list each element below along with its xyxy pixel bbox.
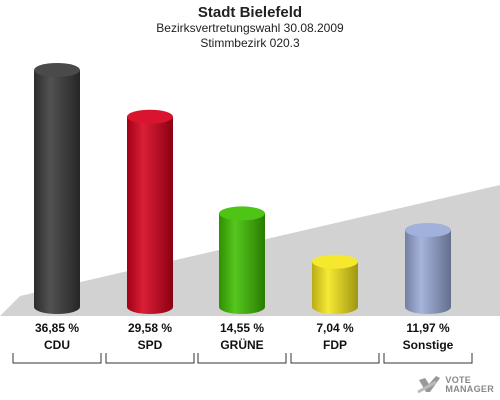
chart-titles: Stadt Bielefeld Bezirksvertretungswahl 3… xyxy=(0,0,500,51)
category-label: CDU xyxy=(44,338,70,352)
category-label: GRÜNE xyxy=(220,337,263,352)
bar-body xyxy=(219,213,265,314)
chart-subtitle-district: Stimmbezirk 020.3 xyxy=(200,36,300,50)
category-bracket xyxy=(383,353,473,364)
bar-spd xyxy=(127,109,173,314)
logo-line2: MANAGER xyxy=(445,384,494,394)
bar-gr-ne xyxy=(219,206,265,314)
vote-manager-logo: VOTE MANAGER xyxy=(416,374,494,396)
bar-top xyxy=(219,206,265,221)
chart-title: Stadt Bielefeld xyxy=(197,4,303,21)
category-bracket xyxy=(197,353,287,364)
bar-top xyxy=(127,109,173,124)
bar-top xyxy=(405,223,451,238)
value-label: 7,04 % xyxy=(316,321,354,335)
category-bracket xyxy=(105,353,195,364)
bar-body xyxy=(405,230,451,314)
value-label: 29,58 % xyxy=(128,321,172,335)
category-label: SPD xyxy=(138,338,163,352)
checkmark-x-icon xyxy=(417,376,441,394)
value-label: 36,85 % xyxy=(35,321,79,335)
bar-top xyxy=(312,254,358,269)
bar-sonstige xyxy=(405,223,451,314)
category-label: Sonstige xyxy=(403,338,454,352)
chart-subtitle: Bezirksvertretungswahl 30.08.2009 xyxy=(156,21,344,35)
category-bracket xyxy=(12,353,102,364)
bar-top xyxy=(34,63,80,77)
bar-body xyxy=(312,261,358,314)
value-label: 14,55 % xyxy=(220,321,264,335)
bar-body xyxy=(34,70,80,314)
bar-body xyxy=(127,116,173,314)
logo-line1: VOTE xyxy=(445,375,472,385)
value-label: 11,97 % xyxy=(406,321,450,335)
category-bracket xyxy=(290,353,380,364)
category-label: FDP xyxy=(323,338,347,352)
bar-cdu xyxy=(34,63,80,314)
bar-fdp xyxy=(312,254,358,314)
